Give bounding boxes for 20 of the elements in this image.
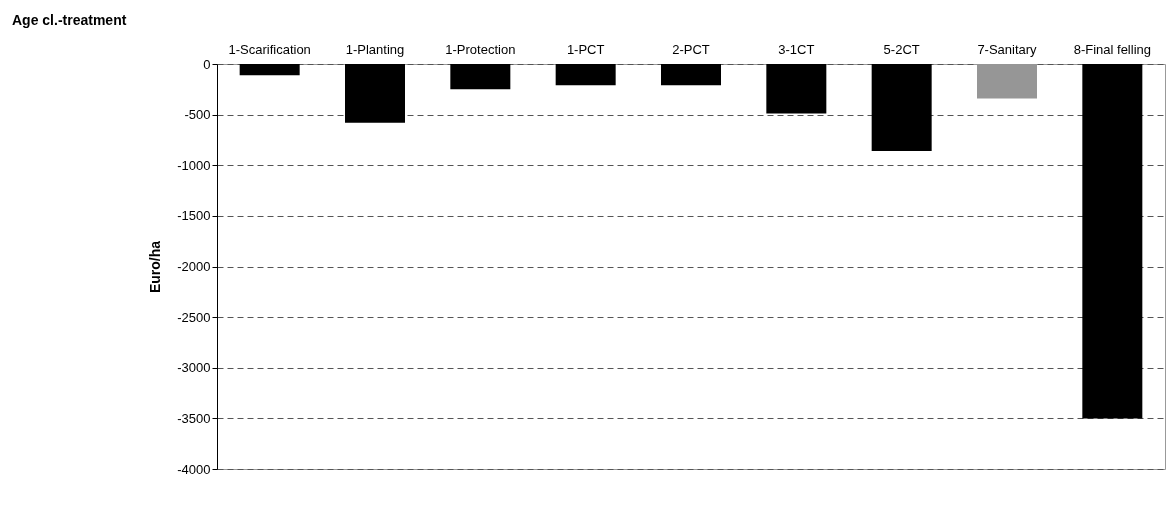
x-tick-label: 8-Final felling [1073, 41, 1151, 57]
y-tick-label: 0 [203, 56, 211, 72]
y-tick-label: -2500 [177, 309, 211, 325]
x-tick-label: 1-Protection [445, 41, 516, 57]
y-tick-label: -4000 [177, 461, 211, 477]
y-tick-label: -1500 [177, 208, 211, 224]
y-tick-label: -3000 [177, 360, 211, 376]
x-tick-label: 5-2CT [883, 41, 920, 57]
y-tick-label: -1000 [177, 157, 211, 173]
x-tick-label: 7-Sanitary [977, 41, 1038, 57]
y-tick-label: -3500 [177, 410, 211, 426]
x-tick-label: 1-Scarification [228, 41, 311, 57]
x-axis-title: Age cl.-treatment [12, 12, 127, 28]
x-tick-label: 2-PCT [672, 41, 710, 57]
y-axis-title: Euro/ha [147, 240, 164, 294]
x-tick-label: 1-Planting [345, 41, 405, 57]
x-tick-label: 3-1CT [778, 41, 815, 57]
x-tick-label: 1-PCT [566, 41, 605, 57]
y-tick-label: -2000 [177, 259, 211, 274]
y-tick-label: -500 [184, 107, 211, 123]
